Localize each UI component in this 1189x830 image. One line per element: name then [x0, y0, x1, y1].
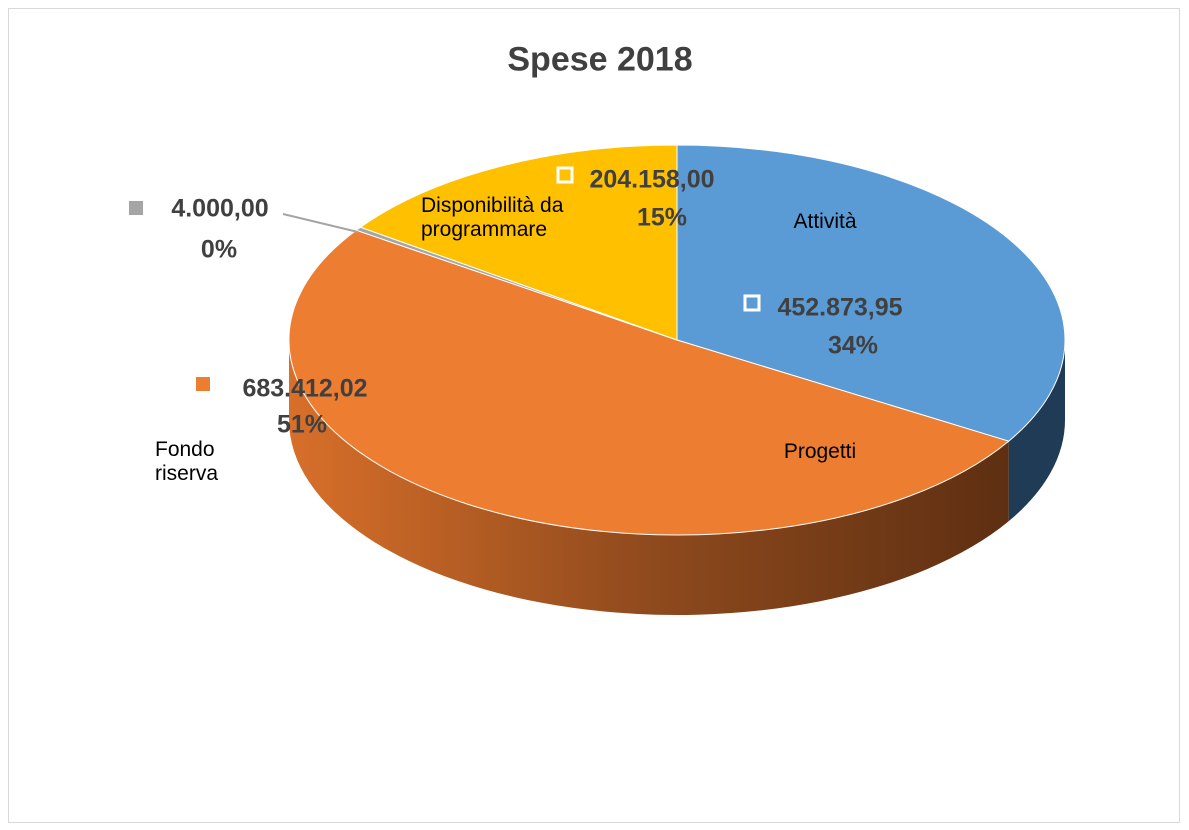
label-key [129, 201, 143, 215]
value-label: 452.873,95 [777, 293, 903, 322]
label-key [743, 294, 761, 312]
category-label: Fondo riserva [155, 438, 219, 485]
value-label: 4.000,00 [171, 194, 269, 223]
chart-frame [8, 8, 1180, 823]
category-label: Progetti [783, 440, 857, 463]
category-label: Disponibilità da programmare [421, 194, 564, 241]
value-label: 204.158,00 [589, 165, 715, 194]
label-key [556, 166, 574, 184]
category-label: Attività [793, 210, 857, 233]
percent-label: 15% [636, 203, 688, 232]
slice-side [289, 340, 1009, 616]
percent-label: 0% [200, 235, 238, 264]
slice [359, 144, 678, 341]
slice-side [1008, 340, 1065, 522]
slice [288, 229, 1010, 536]
value-label: 683.412,02 [242, 374, 368, 403]
slice [676, 144, 1066, 442]
percent-label: 34% [827, 331, 879, 360]
leader-line [282, 213, 359, 233]
label-key [196, 377, 210, 391]
chart-title: Spese 2018 [507, 40, 693, 79]
percent-label: 51% [276, 410, 328, 439]
